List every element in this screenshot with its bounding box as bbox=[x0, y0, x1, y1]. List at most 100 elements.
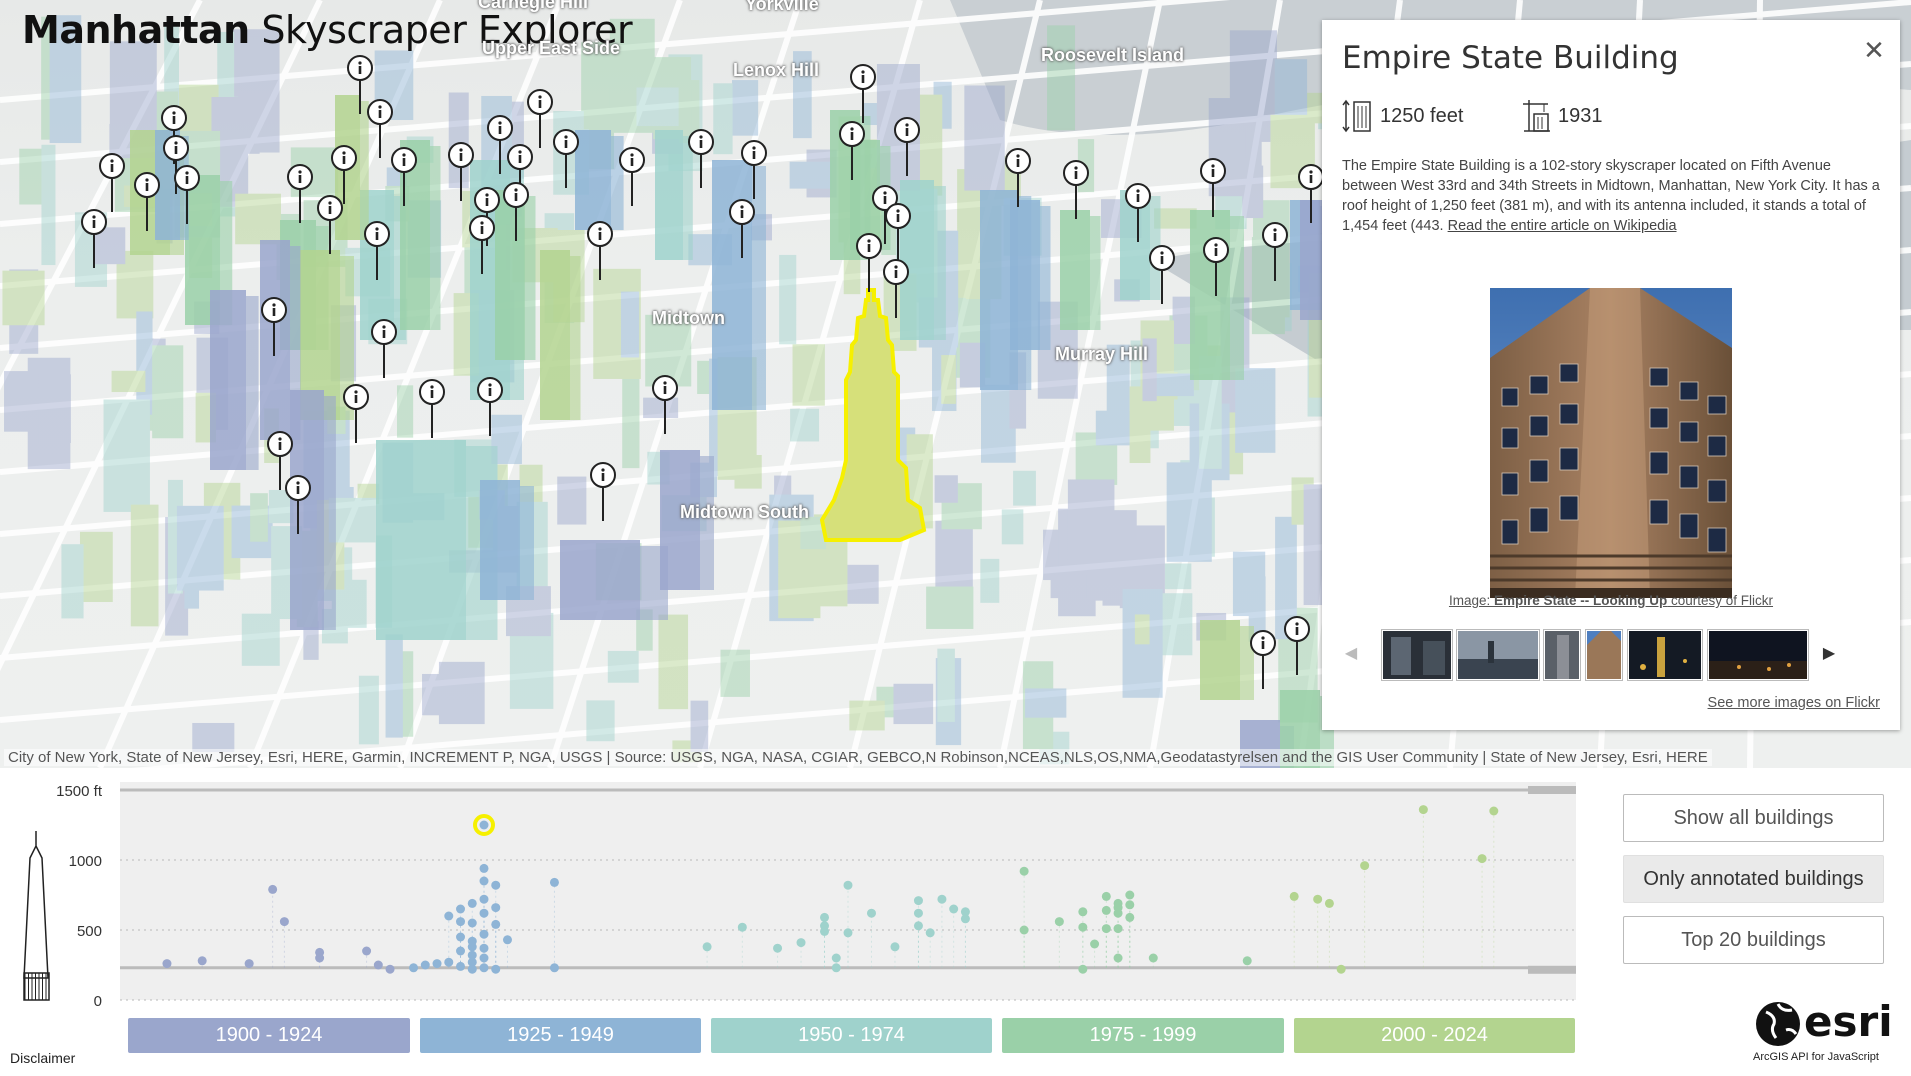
thumbnail-3[interactable] bbox=[1544, 630, 1580, 680]
building-point[interactable] bbox=[491, 919, 501, 929]
building-point[interactable] bbox=[456, 961, 466, 971]
info-icon[interactable] bbox=[1125, 183, 1151, 242]
info-icon[interactable] bbox=[267, 431, 293, 490]
building[interactable] bbox=[575, 130, 611, 230]
building[interactable] bbox=[1060, 210, 1090, 330]
building-point[interactable] bbox=[467, 918, 477, 928]
info-icon[interactable] bbox=[163, 135, 189, 194]
thumbnail-2[interactable] bbox=[1457, 630, 1539, 680]
building-point[interactable] bbox=[1360, 861, 1370, 871]
building-point[interactable] bbox=[820, 926, 830, 936]
building-point[interactable] bbox=[913, 908, 923, 918]
info-icon[interactable] bbox=[1149, 245, 1175, 304]
chevron-left-icon[interactable]: ◀ bbox=[1344, 645, 1358, 662]
era-button-2000[interactable]: 2000 - 2024 bbox=[1294, 1018, 1575, 1053]
building-point[interactable] bbox=[1078, 922, 1088, 932]
only-annotated-buildings-button[interactable]: Only annotated buildings bbox=[1623, 855, 1884, 903]
building-point[interactable] bbox=[549, 963, 559, 973]
building-point[interactable] bbox=[467, 898, 477, 908]
info-icon[interactable] bbox=[553, 129, 579, 188]
caption-title-link[interactable]: Empire State -- Looking Up bbox=[1493, 593, 1668, 608]
building-point[interactable] bbox=[1078, 964, 1088, 974]
info-icon[interactable] bbox=[391, 147, 417, 206]
info-icon[interactable] bbox=[503, 182, 529, 241]
range-handle-top[interactable] bbox=[1528, 786, 1576, 794]
building-point[interactable] bbox=[385, 964, 395, 974]
building-point[interactable] bbox=[1148, 953, 1158, 963]
building[interactable] bbox=[712, 160, 752, 410]
top-20-buildings-button[interactable]: Top 20 buildings bbox=[1623, 916, 1884, 964]
building-point[interactable] bbox=[1125, 890, 1135, 900]
building-point[interactable] bbox=[1313, 894, 1323, 904]
info-icon[interactable] bbox=[590, 462, 616, 521]
building-point[interactable] bbox=[502, 935, 512, 945]
building-point[interactable] bbox=[549, 877, 559, 887]
info-icon[interactable] bbox=[364, 221, 390, 280]
building-point[interactable] bbox=[1477, 854, 1487, 864]
era-button-1925[interactable]: 1925 - 1949 bbox=[420, 1018, 701, 1053]
info-icon[interactable] bbox=[1262, 222, 1288, 281]
building-point[interactable] bbox=[479, 876, 489, 886]
building[interactable] bbox=[480, 480, 520, 600]
thumbnail-5[interactable] bbox=[1628, 630, 1702, 680]
info-icon[interactable] bbox=[587, 221, 613, 280]
building-point[interactable] bbox=[268, 884, 278, 894]
building-point[interactable] bbox=[479, 963, 489, 973]
era-button-1975[interactable]: 1975 - 1999 bbox=[1002, 1018, 1284, 1053]
building-point[interactable] bbox=[949, 904, 959, 914]
building-point[interactable] bbox=[843, 928, 853, 938]
info-icon[interactable] bbox=[839, 121, 865, 180]
info-icon[interactable] bbox=[448, 142, 474, 201]
building-point[interactable] bbox=[467, 942, 477, 952]
building-point[interactable] bbox=[737, 922, 747, 932]
info-icon[interactable] bbox=[652, 375, 678, 434]
era-button-1900[interactable]: 1900 - 1924 bbox=[128, 1018, 410, 1053]
building-point[interactable] bbox=[409, 963, 419, 973]
info-icon[interactable] bbox=[688, 129, 714, 188]
info-icon[interactable] bbox=[741, 140, 767, 199]
building-point[interactable] bbox=[1336, 964, 1346, 974]
building[interactable] bbox=[660, 450, 700, 590]
close-icon[interactable]: ✕ bbox=[1863, 35, 1885, 65]
thumbnail-4[interactable] bbox=[1586, 630, 1622, 680]
building-point[interactable] bbox=[456, 904, 466, 914]
building-point[interactable] bbox=[479, 929, 489, 939]
info-icon[interactable] bbox=[419, 379, 445, 438]
info-icon[interactable] bbox=[883, 259, 909, 318]
building-point[interactable] bbox=[467, 964, 477, 974]
building-point[interactable] bbox=[420, 960, 430, 970]
info-icon[interactable] bbox=[474, 187, 500, 246]
info-icon[interactable] bbox=[885, 203, 911, 262]
building-point[interactable] bbox=[1101, 924, 1111, 934]
building[interactable] bbox=[1200, 620, 1240, 700]
info-icon[interactable] bbox=[1298, 164, 1324, 223]
building-point[interactable] bbox=[913, 921, 923, 931]
building-point[interactable] bbox=[1113, 908, 1123, 918]
more-images-link[interactable]: See more images on Flickr bbox=[1707, 695, 1880, 711]
era-button-1950[interactable]: 1950 - 1974 bbox=[711, 1018, 992, 1053]
building[interactable] bbox=[1190, 210, 1230, 380]
info-icon[interactable] bbox=[371, 319, 397, 378]
building-point[interactable] bbox=[1019, 925, 1029, 935]
building-point[interactable] bbox=[444, 957, 454, 967]
building-point[interactable] bbox=[1125, 912, 1135, 922]
building-point[interactable] bbox=[491, 903, 501, 913]
building-point[interactable] bbox=[1019, 866, 1029, 876]
building-point[interactable] bbox=[479, 953, 489, 963]
disclaimer-link[interactable]: Disclaimer bbox=[10, 1050, 76, 1066]
info-icon[interactable] bbox=[1063, 160, 1089, 219]
building-point[interactable] bbox=[843, 880, 853, 890]
building-point[interactable] bbox=[467, 950, 477, 960]
building[interactable] bbox=[210, 290, 246, 470]
building-point[interactable] bbox=[491, 880, 501, 890]
building-point[interactable] bbox=[960, 914, 970, 924]
building-point[interactable] bbox=[1489, 806, 1499, 816]
building-point[interactable] bbox=[960, 907, 970, 917]
building-point[interactable] bbox=[1289, 891, 1299, 901]
building[interactable] bbox=[560, 540, 640, 620]
info-icon[interactable] bbox=[174, 165, 200, 224]
building[interactable] bbox=[900, 180, 934, 340]
building[interactable] bbox=[290, 390, 324, 630]
building-point[interactable] bbox=[913, 896, 923, 906]
building-point[interactable] bbox=[1113, 924, 1123, 934]
